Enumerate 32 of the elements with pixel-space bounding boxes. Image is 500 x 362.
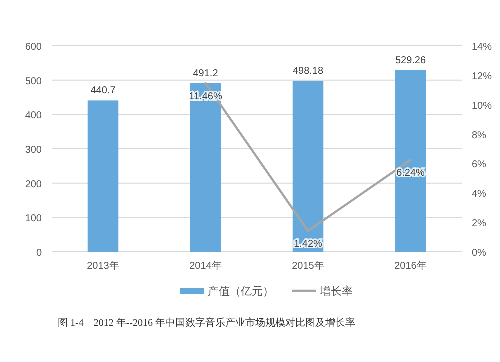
data-label: 491.2 [193, 68, 219, 80]
bar [190, 83, 222, 252]
data-label: 440.7 [90, 86, 116, 97]
y2-tick-label: 10% [472, 100, 492, 112]
x-tick-label: 2015年 [292, 260, 324, 272]
bar [395, 70, 426, 252]
y-tick-label: 500 [25, 76, 42, 88]
y2-tick-label: 12% [472, 71, 492, 82]
y-tick-label: 100 [25, 214, 42, 225]
y2-tick-label: 0% [472, 248, 487, 259]
x-tick-label: 2016年 [394, 260, 427, 272]
legend-label: 产值（亿元） [208, 285, 274, 298]
y-tick-label: 300 [25, 145, 42, 156]
y2-tick-label: 4% [472, 189, 487, 200]
legend-label: 增长率 [319, 285, 353, 298]
data-label: 1.42% [294, 239, 323, 250]
data-label: 498.18 [292, 66, 324, 77]
y-tick-label: 0 [36, 248, 42, 259]
x-tick-label: 2014年 [190, 260, 222, 272]
y-tick-label: 200 [25, 179, 42, 190]
y-tick-label: 400 [25, 110, 42, 122]
y2-tick-label: 8% [472, 130, 487, 142]
bar [292, 80, 324, 252]
bar [88, 100, 119, 252]
data-label: 6.24% [396, 168, 426, 180]
y2-tick-label: 14% [472, 42, 492, 53]
y-tick-label: 600 [25, 42, 42, 53]
x-tick-label: 2013年 [87, 260, 120, 272]
y2-tick-label: 2% [472, 218, 487, 230]
data-label: 529.26 [395, 55, 426, 66]
caption: 图 1-4 2012 年--2016 年中国数字音乐产业市场规模对比图及增长率 [58, 317, 356, 329]
y2-tick-label: 6% [472, 160, 487, 171]
